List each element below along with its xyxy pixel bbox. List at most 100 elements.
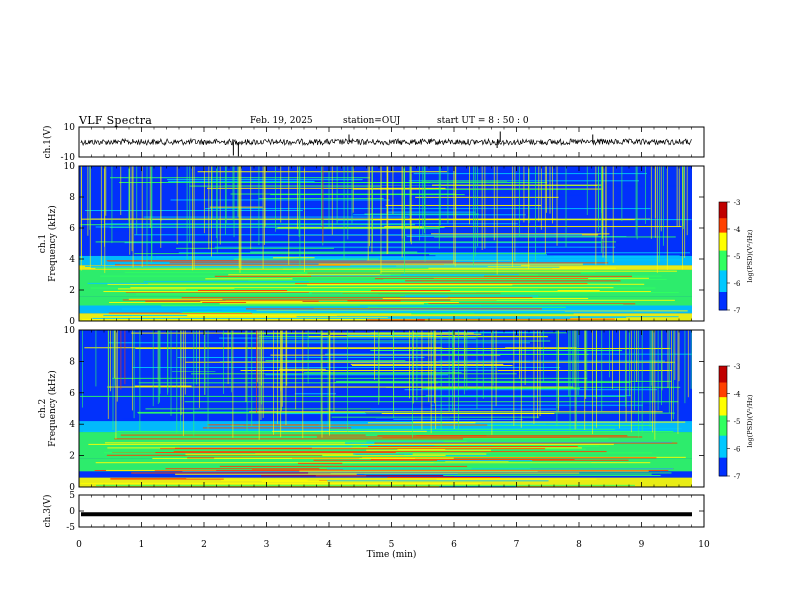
sferic-line (577, 330, 579, 396)
sferic-line (89, 166, 91, 269)
sferic-line (683, 166, 685, 229)
sferic-line (250, 166, 252, 250)
sferic-line (281, 330, 283, 407)
sferic-line (386, 166, 388, 255)
y-tick-label: 8 (69, 357, 75, 367)
colorbar-segment (719, 410, 727, 413)
psd-streak (177, 357, 425, 359)
psd-streak (178, 252, 690, 254)
colorbar-segment (719, 415, 727, 418)
psd-streak (95, 226, 436, 228)
psd-band (79, 421, 692, 433)
sferic-line (152, 330, 154, 407)
psd-streak (360, 445, 494, 447)
x-tick-label: 3 (264, 540, 270, 550)
psd-streak (350, 264, 521, 266)
psd-streak (209, 206, 263, 208)
colorbar-segment (719, 284, 727, 288)
sferic-line (176, 330, 178, 434)
sferic-line (492, 330, 494, 386)
colorbar-segment (719, 216, 727, 219)
sferic-line (596, 330, 598, 428)
psd-streak (326, 468, 674, 470)
sferic-line (264, 166, 265, 245)
colorbar-segment (719, 295, 727, 298)
sferic-line (684, 166, 686, 258)
psd-streak (225, 299, 675, 301)
psd-streak (397, 449, 446, 451)
sferic-line (297, 166, 298, 230)
sferic-line (558, 330, 560, 411)
psd-streak (294, 393, 336, 395)
sferic-line (595, 166, 597, 265)
sferic-line (104, 166, 106, 274)
colorbar-segment (719, 419, 727, 422)
psd-streak (202, 427, 352, 429)
panel-background (79, 495, 704, 527)
sferic-line (540, 166, 542, 230)
colorbar-segment (719, 465, 727, 468)
sferic-line (464, 330, 466, 380)
colorbar-tick-label: -3 (734, 199, 741, 207)
ch2-spectrogram-heatmap (79, 330, 704, 487)
psd-streak (311, 275, 484, 277)
sferic-line (304, 166, 305, 272)
sferic-line (409, 330, 410, 399)
sferic-line (619, 330, 620, 429)
psd-streak (353, 453, 413, 455)
colorbar-segment (719, 308, 727, 311)
y-tick-label: 10 (64, 326, 76, 336)
colorbar-segment (719, 254, 727, 257)
psd-streak (108, 342, 530, 344)
sferic-line (322, 166, 324, 243)
sferic-line (216, 166, 218, 253)
psd-streak (233, 258, 379, 260)
sferic-line (114, 330, 116, 386)
psd-streak (109, 301, 459, 303)
sferic-line (207, 330, 209, 429)
ch2-spectrogram-y-label: Frequency (kHz) (47, 370, 58, 447)
psd-streak (245, 308, 542, 310)
sferic-line (372, 166, 373, 243)
colorbar-segment (719, 388, 727, 391)
sferic-line (650, 166, 652, 239)
sferic-line (586, 166, 588, 216)
psd-streak (333, 381, 411, 383)
psd-streak (381, 185, 690, 187)
colorbar-segment (719, 421, 727, 424)
psd-streak (200, 300, 303, 302)
sferic-line (189, 166, 191, 242)
sferic-line (133, 330, 135, 419)
sferic-line (225, 166, 227, 224)
sferic-line (264, 166, 266, 227)
sferic-line (552, 166, 553, 224)
sferic-line (538, 166, 540, 222)
ch1-waveform-panel: 10 -10 ch.1(V) (42, 123, 705, 163)
psd-streak (219, 465, 468, 467)
psd-streak (413, 173, 647, 175)
psd-streak (327, 480, 549, 482)
psd-streak (103, 452, 156, 454)
psd-streak (197, 171, 447, 173)
x-tick-label: 2 (201, 540, 207, 550)
psd-streak (277, 423, 546, 425)
psd-streak (432, 184, 602, 186)
colorbar-segment (719, 391, 727, 394)
colorbar-segment (719, 444, 727, 448)
sferic-line (568, 330, 570, 397)
psd-streak (436, 478, 597, 480)
psd-streak (205, 208, 651, 210)
sferic-line (151, 166, 152, 263)
colorbar-tick-label: -5 (734, 418, 741, 426)
sferic-line (262, 330, 264, 418)
psd-streak (371, 290, 451, 291)
ch1-spectrogram-colorbar: -3 -4 -5 -6 -7 log(PSD)(V²/Hz) (718, 199, 754, 315)
sferic-line (347, 166, 349, 240)
psd-streak (438, 360, 665, 362)
colorbar-segment (719, 261, 727, 264)
psd-streak (261, 480, 398, 482)
colorbar-segment (719, 404, 727, 407)
psd-streak (322, 454, 446, 456)
psd-streak (439, 256, 665, 258)
sferic-line (113, 330, 115, 378)
